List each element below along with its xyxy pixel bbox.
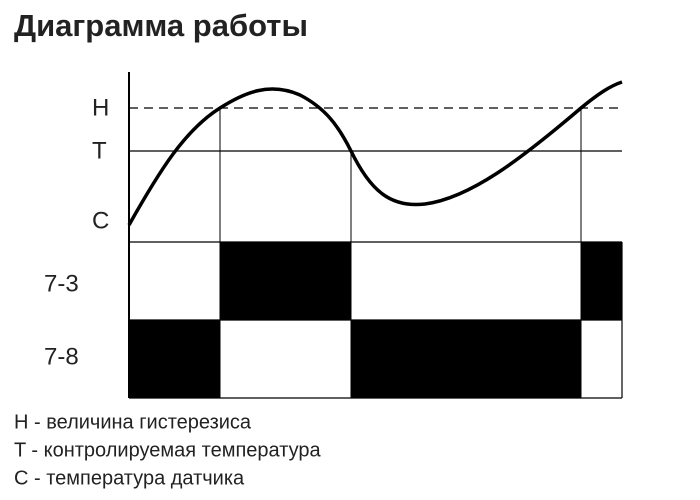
output-label: 7-3 <box>44 270 79 297</box>
legend-item: C - температура датчика <box>14 467 245 489</box>
legend-item: T - контролируемая температура <box>14 439 321 461</box>
title: Диаграмма работы <box>14 8 308 43</box>
level-label: T <box>92 137 107 164</box>
output-on-block <box>220 242 351 320</box>
level-label: H <box>92 94 109 121</box>
output-on-block <box>351 320 581 398</box>
output-on-block <box>129 320 220 398</box>
output-label: 7-8 <box>44 343 79 370</box>
output-on-block <box>581 242 622 320</box>
legend-item: H - величина гистерезиса <box>14 411 252 433</box>
level-label: C <box>92 207 109 234</box>
temperature-curve <box>127 80 623 226</box>
